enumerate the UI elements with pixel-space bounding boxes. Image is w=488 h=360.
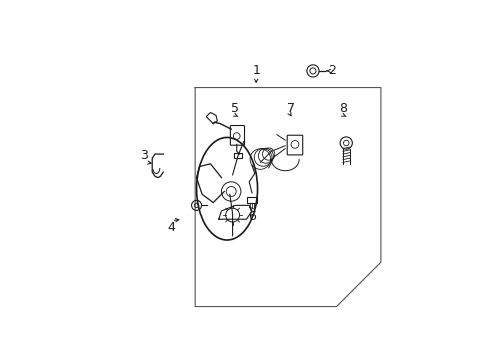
Text: 8: 8 [339, 102, 347, 115]
Text: 1: 1 [252, 64, 260, 77]
Text: 3: 3 [140, 149, 147, 162]
Text: 6: 6 [247, 210, 255, 223]
Text: 5: 5 [231, 102, 239, 115]
Text: 7: 7 [286, 102, 294, 115]
Text: 2: 2 [328, 64, 336, 77]
Text: 4: 4 [167, 221, 175, 234]
